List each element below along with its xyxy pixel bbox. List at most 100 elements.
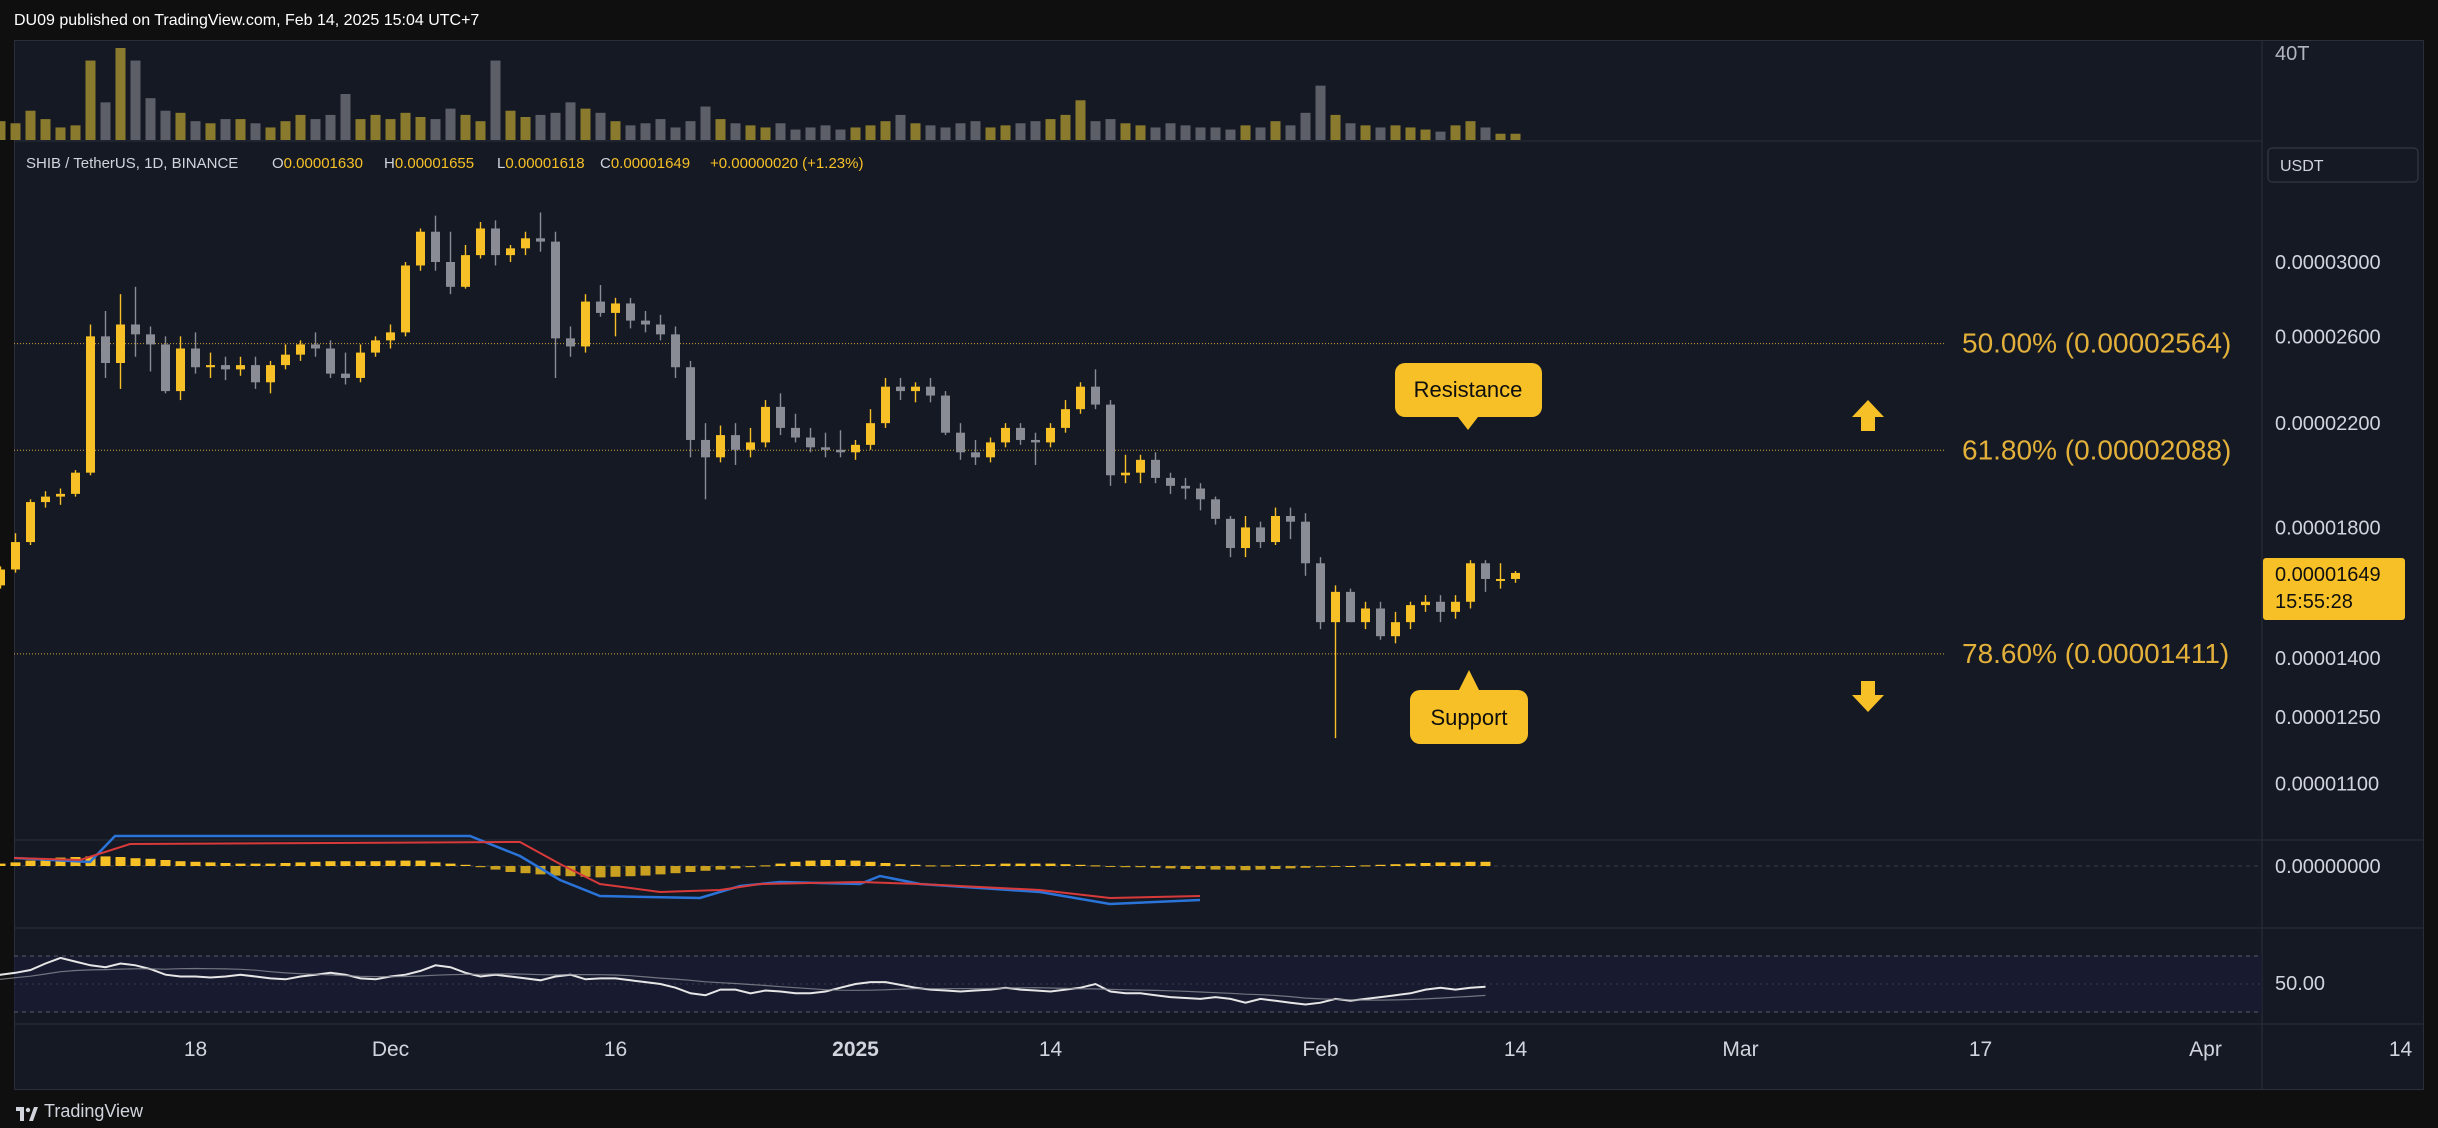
macd-histogram-bar	[970, 864, 981, 866]
rsi-line	[0, 956, 1486, 1006]
volume-bar	[1090, 121, 1101, 140]
candle-body	[491, 228, 500, 256]
volume-bar	[1120, 123, 1131, 140]
volume-bar	[235, 119, 246, 140]
fib-level-label: 61.80% (0.00002088)	[1962, 434, 2231, 465]
rsi-axis-label: 50.00	[2275, 973, 2325, 995]
volume-bar	[1270, 121, 1281, 140]
macd-histogram-bar	[1105, 866, 1116, 867]
candle-body	[776, 406, 785, 428]
volume-bar	[1330, 114, 1341, 140]
candle-body	[71, 472, 80, 494]
volume-bar	[385, 119, 396, 140]
candle-body	[1451, 601, 1460, 612]
candle-body	[1076, 386, 1085, 410]
candle-body	[671, 334, 680, 368]
candle-body	[1016, 427, 1025, 440]
volume-bar	[1240, 125, 1251, 140]
macd-histogram-bar	[25, 860, 36, 866]
candle-body	[581, 301, 590, 347]
candle-body	[1256, 527, 1265, 543]
candle-body	[1406, 605, 1415, 623]
candle-body	[656, 324, 665, 335]
volume-bar	[145, 98, 156, 140]
tradingview-logo[interactable]: TradingView	[16, 1101, 143, 1122]
volume-bar	[1480, 127, 1491, 140]
volume-scale-label: 40T	[2275, 43, 2309, 65]
volume-bar	[1285, 125, 1296, 140]
macd-histogram-bar	[505, 866, 516, 872]
candle-body	[311, 344, 320, 349]
candle-body	[611, 303, 620, 313]
candle-body	[296, 344, 305, 355]
macd-histogram-bar	[415, 860, 426, 866]
candle-body	[251, 365, 260, 383]
candle-body	[1376, 608, 1385, 637]
macd-histogram-bar	[1150, 866, 1161, 868]
volume-bar	[970, 121, 981, 140]
macd-histogram-bar	[475, 866, 486, 868]
macd-histogram-bar	[40, 858, 51, 866]
volume-bar	[0, 121, 6, 140]
volume-bar	[280, 121, 291, 140]
header-bar: DU09 published on TradingView.com, Feb 1…	[0, 0, 2438, 40]
currency-button[interactable]	[2267, 147, 2419, 183]
down-arrow-icon	[1852, 681, 1884, 712]
candle-body	[971, 452, 980, 458]
candle-body	[551, 241, 560, 339]
macd-histogram-bar	[175, 861, 186, 866]
macd-histogram-bar	[1450, 862, 1461, 866]
legend-high: H0.00001655	[384, 155, 474, 172]
macd-histogram-bar	[700, 866, 711, 871]
candle-body	[1511, 572, 1520, 579]
macd-histogram-bar	[265, 863, 276, 866]
volume-bar	[295, 114, 306, 140]
volume-bar	[655, 119, 666, 140]
volume-bar	[835, 129, 846, 140]
macd-histogram-bar	[985, 864, 996, 866]
candle-body	[221, 365, 230, 370]
candle-body	[1106, 404, 1115, 476]
candle-body	[1466, 563, 1475, 602]
candle-body	[911, 386, 920, 392]
candle-body	[881, 386, 890, 424]
chart-frame[interactable]	[14, 40, 2424, 1090]
candle-body	[896, 386, 905, 392]
candle-body	[596, 301, 605, 313]
volume-bar	[370, 114, 381, 140]
macd-histogram-bar	[1345, 866, 1356, 867]
legend-change: +0.00000020 (+1.23%)	[710, 155, 863, 172]
volume-bar	[580, 108, 591, 140]
macd-histogram-bar	[310, 861, 321, 866]
macd-histogram-bar	[1300, 866, 1311, 868]
volume-bar	[415, 117, 426, 140]
volume-bar	[745, 125, 756, 140]
candle-body	[461, 255, 470, 287]
volume-bar	[790, 129, 801, 140]
volume-bar	[325, 114, 336, 140]
volume-bar	[175, 112, 186, 140]
macd-histogram-bar	[880, 863, 891, 866]
candle-body	[566, 338, 575, 347]
macd-histogram-bar	[1375, 864, 1386, 866]
volume-bar	[1180, 125, 1191, 140]
legend-close: C0.00001649	[600, 155, 690, 172]
macd-histogram-bar	[775, 863, 786, 866]
volume-bar	[1495, 133, 1506, 140]
volume-bar	[445, 108, 456, 140]
macd-histogram-bar	[1000, 863, 1011, 866]
candle-body	[1136, 459, 1145, 473]
candle-body	[866, 423, 875, 445]
time-tick-label: 2025	[832, 1038, 879, 1061]
volume-bar	[85, 60, 96, 140]
macd-histogram-bar	[295, 862, 306, 866]
price-tick-label: 0.00001100	[2275, 773, 2379, 795]
last-price-badge	[2263, 558, 2405, 620]
currency-label: USDT	[2280, 158, 2324, 175]
volume-bar	[955, 123, 966, 140]
candle-body	[716, 435, 725, 458]
macd-line	[13, 834, 1201, 906]
macd-axis-label: 0.00000000	[2275, 856, 2381, 878]
volume-bar	[250, 123, 261, 140]
